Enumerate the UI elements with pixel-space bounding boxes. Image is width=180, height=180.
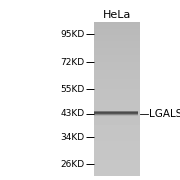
Text: 26KD: 26KD: [60, 160, 85, 169]
Text: 43KD: 43KD: [60, 109, 85, 118]
Text: 34KD: 34KD: [60, 133, 85, 142]
Text: 95KD: 95KD: [60, 30, 85, 39]
Text: 72KD: 72KD: [60, 58, 85, 67]
Text: HeLa: HeLa: [103, 10, 131, 20]
Text: LGALS9: LGALS9: [149, 109, 180, 119]
Text: 55KD: 55KD: [60, 85, 85, 94]
